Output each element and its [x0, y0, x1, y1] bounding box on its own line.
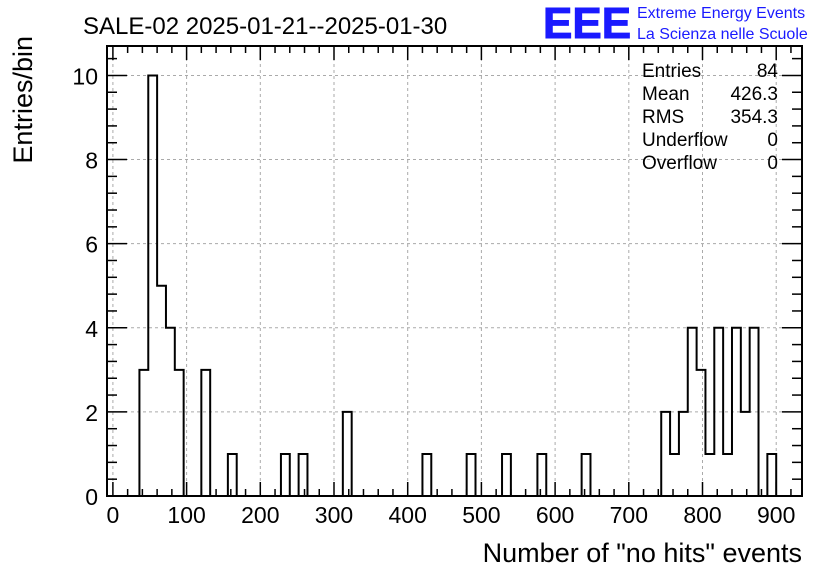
- x-tick-labels: 0 100 200 300 400 500 600 700 800 900: [106, 502, 795, 528]
- x-tick-label: 400: [389, 502, 427, 528]
- stats-value: 0: [767, 153, 778, 174]
- histogram-bin: [705, 454, 714, 496]
- histogram-bin: [139, 370, 148, 496]
- y-tick-label: 10: [72, 63, 98, 89]
- histogram-bin: [228, 454, 237, 496]
- y-axis-label: Entries/bin: [8, 36, 38, 164]
- x-tick-label: 200: [241, 502, 279, 528]
- histogram-bin: [741, 412, 750, 496]
- histogram-outline: [138, 74, 778, 496]
- histogram-bin: [670, 454, 679, 496]
- x-tick-label: 600: [536, 502, 574, 528]
- histogram-bin: [688, 328, 697, 496]
- histogram-bin: [661, 412, 670, 496]
- stats-value: 0: [767, 130, 778, 151]
- histogram-bin: [697, 370, 706, 496]
- y-tick-label: 4: [85, 316, 98, 342]
- stats-value: 354.3: [730, 107, 778, 128]
- x-tick-label: 700: [610, 502, 648, 528]
- chart-title: SALE-02 2025-01-21--2025-01-30: [83, 13, 447, 40]
- histogram-bin: [166, 328, 175, 496]
- histogram-bin: [299, 454, 308, 496]
- histogram-bin: [750, 328, 759, 496]
- y-tick-label: 2: [85, 400, 98, 426]
- x-axis-label: Number of "no hits" events: [483, 538, 802, 568]
- axis-ticks: [107, 46, 802, 497]
- x-tick-label: 800: [683, 502, 721, 528]
- histogram-bin: [281, 454, 290, 496]
- stats-label: Underflow: [642, 130, 728, 151]
- logo-line2: La Scienza nelle Scuole: [637, 26, 808, 43]
- histogram-bin: [502, 454, 511, 496]
- plot-frame: [106, 45, 803, 497]
- y-tick-label: 0: [85, 484, 98, 510]
- stats-label: Overflow: [642, 153, 717, 174]
- eee-logo: EEE Extreme Energy Events La Scienza nel…: [543, 0, 808, 49]
- stats-label: RMS: [642, 107, 684, 128]
- histogram-bin: [723, 454, 732, 496]
- y-tick-label: 6: [85, 232, 98, 258]
- histogram-bin: [422, 454, 431, 496]
- histogram-bin: [714, 328, 723, 496]
- histogram-bin: [767, 454, 776, 496]
- histogram-bin: [679, 412, 688, 496]
- stats-label: Entries: [642, 61, 701, 82]
- stats-value: 84: [757, 61, 779, 82]
- logo-mark: EEE: [543, 0, 631, 48]
- y-tick-labels: 0 2 4 6 8 10: [72, 63, 98, 510]
- histogram-bin: [157, 286, 166, 496]
- y-tick-label: 8: [85, 148, 98, 174]
- x-tick-label: 100: [167, 502, 205, 528]
- histogram-bin: [537, 454, 546, 496]
- histogram-bin: [467, 454, 476, 496]
- x-tick-label: 500: [462, 502, 500, 528]
- histogram-bin: [343, 412, 352, 496]
- x-tick-label: 300: [315, 502, 353, 528]
- x-tick-label: 900: [757, 502, 795, 528]
- histogram-bin: [148, 75, 157, 496]
- logo-line1: Extreme Energy Events: [637, 5, 805, 22]
- histogram-bin: [175, 370, 184, 496]
- stats-value: 426.3: [730, 84, 778, 105]
- x-tick-label: 0: [106, 502, 119, 528]
- histogram-bin: [582, 454, 591, 496]
- histogram-bin: [201, 370, 210, 496]
- histogram-bin: [732, 328, 741, 496]
- stats-label: Mean: [642, 84, 690, 105]
